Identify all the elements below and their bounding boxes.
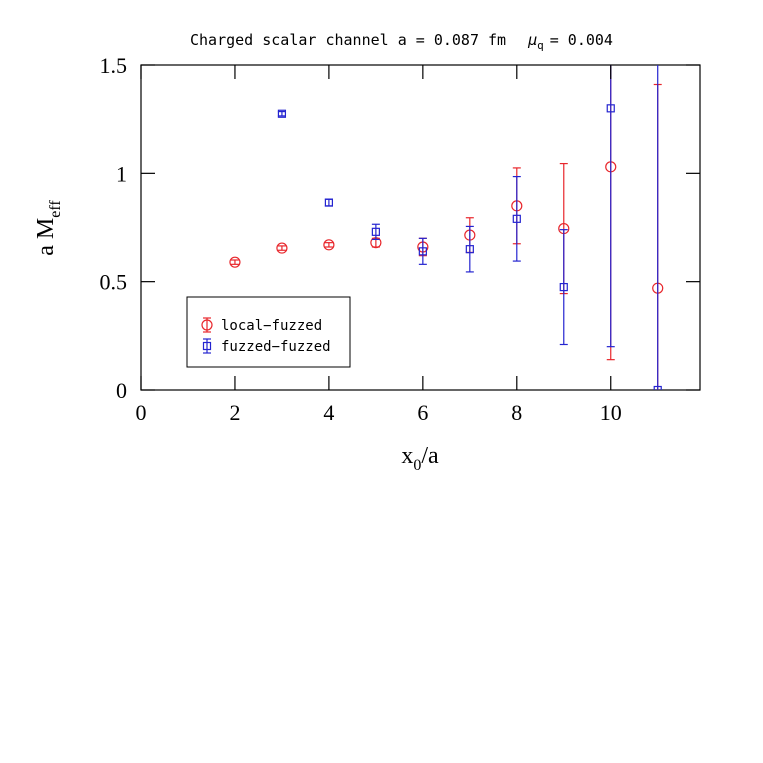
- y-tick-label: 1.5: [100, 53, 128, 78]
- y-tick-label: 1: [116, 161, 127, 186]
- point: [559, 282, 568, 292]
- error-bar: [371, 223, 380, 241]
- x-label-main: x: [401, 443, 413, 469]
- chart-title: Charged scalar channel a = 0.087 fm μq = 0…: [190, 31, 613, 52]
- error-bar: [559, 229, 568, 346]
- legend-label: fuzzed−fuzzed: [221, 339, 331, 355]
- point: [202, 341, 212, 351]
- y-tick-label: 0.5: [100, 270, 128, 295]
- legend-item: [201, 317, 213, 333]
- error-bar: [277, 245, 286, 251]
- error-bar: [324, 198, 333, 207]
- x-axis-label: x0/a: [401, 443, 439, 474]
- error-bar: [606, 65, 615, 348]
- point: [653, 385, 662, 390]
- x-tick-label: 10: [600, 400, 622, 425]
- x-tick-label: 6: [417, 400, 428, 425]
- point: [324, 198, 333, 207]
- point: [512, 214, 521, 223]
- point: [201, 319, 213, 331]
- x-label-sub: 0: [413, 457, 421, 474]
- error-bar: [230, 259, 239, 265]
- x-tick-label: 8: [511, 400, 522, 425]
- title-mu-value: = 0.004: [550, 31, 613, 49]
- error-bar: [512, 175, 521, 262]
- point: [371, 227, 380, 236]
- error-bar: [277, 110, 286, 117]
- y-label-main: a M: [33, 218, 59, 256]
- error-bar: [657, 65, 659, 390]
- title-mu: μ: [527, 31, 537, 49]
- title-mu-sub: q: [537, 39, 544, 52]
- point: [418, 247, 427, 256]
- x-tick-label: 4: [323, 400, 334, 425]
- y-label-sub: eff: [47, 200, 64, 218]
- point: [606, 104, 615, 113]
- error-bar: [324, 242, 333, 248]
- error-bar: [418, 237, 427, 265]
- point: [465, 245, 474, 254]
- point: [277, 109, 287, 118]
- x-label-rest: /a: [421, 443, 439, 469]
- legend-label: local−fuzzed: [221, 318, 322, 334]
- error-bar: [465, 225, 474, 273]
- x-tick-label: 0: [136, 400, 147, 425]
- x-tick-label: 2: [229, 400, 240, 425]
- point: [229, 256, 241, 268]
- y-tick-label: 0: [116, 378, 127, 403]
- legend-box: [186, 296, 351, 368]
- plot-frame: [140, 64, 701, 391]
- point: [276, 242, 288, 254]
- title-main: Charged scalar channel a = 0.087 fm: [190, 31, 506, 49]
- plot-area: [229, 65, 664, 390]
- y-axis-label: a Meff: [33, 200, 64, 256]
- legend-item: [202, 338, 212, 354]
- point: [323, 239, 335, 251]
